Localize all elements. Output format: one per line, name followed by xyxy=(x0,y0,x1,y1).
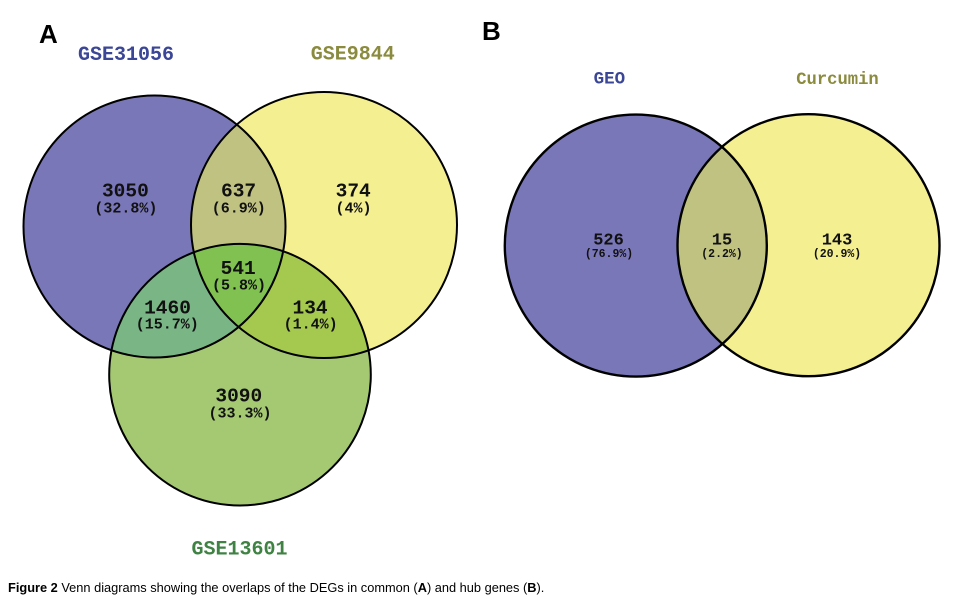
svg-text:143: 143 xyxy=(822,231,853,250)
svg-text:(2.2%): (2.2%) xyxy=(701,248,742,261)
svg-text:(32.8%): (32.8%) xyxy=(94,200,157,217)
svg-text:1460: 1460 xyxy=(144,298,191,320)
svg-text:(4%): (4%) xyxy=(335,200,371,217)
svg-text:134: 134 xyxy=(293,298,328,320)
svg-text:(76.9%): (76.9%) xyxy=(585,248,633,261)
svg-text:(5.8%): (5.8%) xyxy=(212,278,266,295)
svg-text:526: 526 xyxy=(593,231,624,250)
svg-text:(15.7%): (15.7%) xyxy=(136,316,199,333)
svg-text:(20.9%): (20.9%) xyxy=(813,248,861,261)
svg-text:A: A xyxy=(39,19,58,49)
svg-text:(6.9%): (6.9%) xyxy=(212,200,266,217)
svg-text:GEO: GEO xyxy=(594,70,626,90)
svg-text:637: 637 xyxy=(221,180,256,202)
svg-text:3050: 3050 xyxy=(102,180,149,202)
svg-text:GSE9844: GSE9844 xyxy=(311,43,395,66)
svg-text:B: B xyxy=(482,16,501,46)
svg-text:15: 15 xyxy=(712,231,732,250)
svg-text:374: 374 xyxy=(336,180,371,202)
svg-text:541: 541 xyxy=(221,258,256,280)
svg-text:GSE31056: GSE31056 xyxy=(78,44,174,67)
svg-text:Curcumin: Curcumin xyxy=(796,71,879,90)
svg-text:(1.4%): (1.4%) xyxy=(284,316,338,333)
svg-text:GSE13601: GSE13601 xyxy=(191,539,287,562)
svg-text:(33.3%): (33.3%) xyxy=(208,405,271,422)
svg-text:3090: 3090 xyxy=(215,386,262,408)
